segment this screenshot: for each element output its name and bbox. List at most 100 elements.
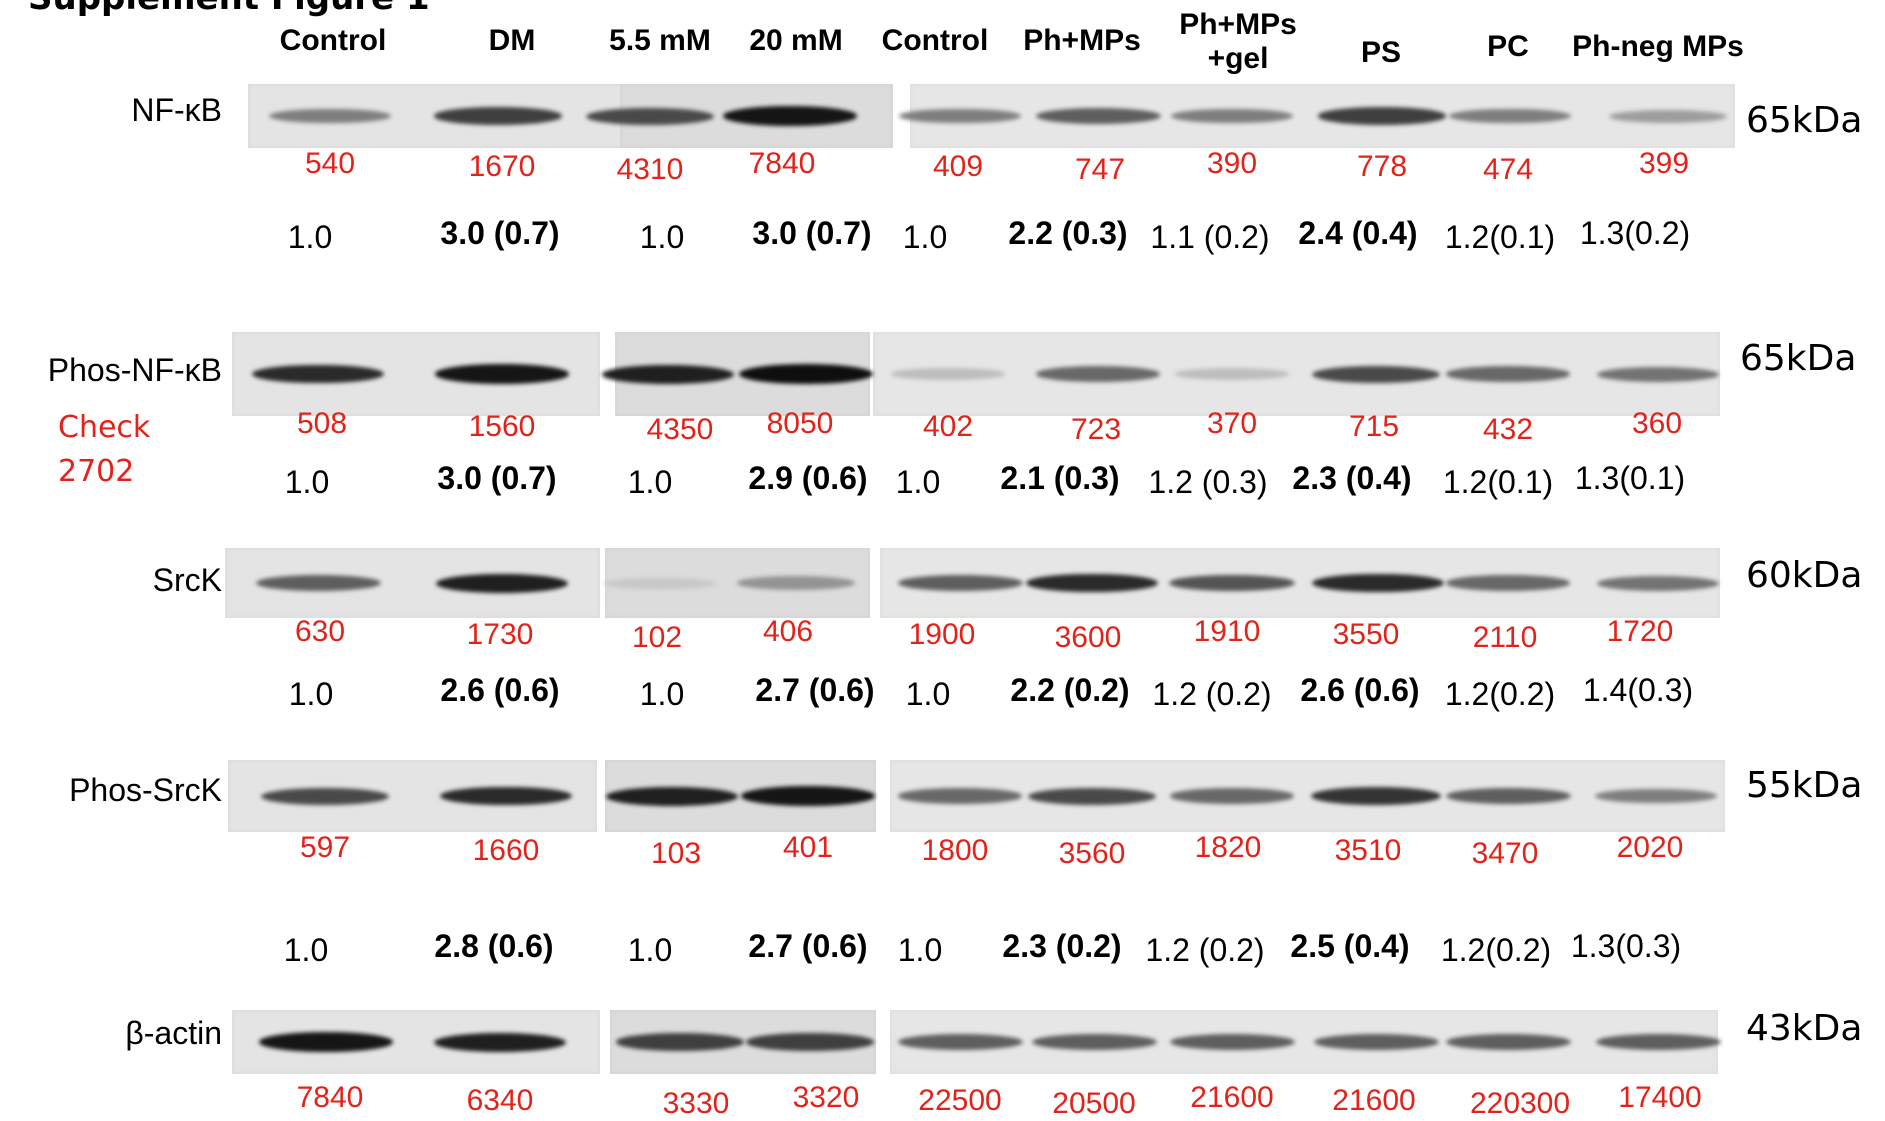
densitometry-value: 390 [1206,147,1258,180]
fold-change-value: 1.0 [639,676,685,712]
fold-change-value: 2.8 (0.6) [434,928,554,964]
densitometry-value: 597 [299,831,351,864]
column-header: Ph-neg MPs [1572,30,1744,63]
densitometry-value: 630 [294,615,346,648]
densitometry-value: 3330 [662,1087,730,1120]
densitometry-value: 20500 [1052,1087,1136,1120]
densitometry-value: 1730 [466,618,534,651]
densitometry-value: 540 [304,147,356,180]
fold-change-value: 1.0 [288,676,334,712]
fold-change-value: 1.0 [627,464,673,500]
protein-band [741,786,875,806]
fold-change-value: 1.0 [905,676,951,712]
fold-change-value: 2.1 (0.3) [1000,460,1120,496]
densitometry-value: 3560 [1058,837,1126,870]
protein-band [605,786,739,806]
protein-band [1595,788,1717,804]
protein-band [1313,1034,1439,1050]
fold-change-value: 1.4(0.3) [1582,672,1694,708]
protein-band [1445,1034,1571,1050]
protein-band [603,577,717,589]
densitometry-value: 21600 [1332,1084,1416,1117]
fold-change-value: 1.2 (0.3) [1148,464,1268,500]
densitometry-value: 1660 [472,834,540,867]
protein-band [1170,788,1294,804]
protein-band [1312,573,1444,593]
densitometry-value: 1900 [908,618,976,651]
densitometry-value: 22500 [918,1084,1002,1117]
protein-band [586,107,714,125]
column-header: Control [881,24,989,57]
fold-change-value: 1.3(0.3) [1570,928,1682,964]
column-header: PS [1360,36,1402,69]
fold-change-value: 2.4 (0.4) [1298,215,1418,251]
column-header: 5.5 mM [609,24,711,57]
protein-band [736,576,856,590]
fold-change-value: 1.0 [639,219,685,255]
densitometry-value: 2020 [1616,831,1684,864]
fold-change-value: 1.3(0.2) [1579,215,1691,251]
fold-change-value: 2.6 (0.6) [440,672,560,708]
densitometry-value: 8050 [766,407,834,440]
densitometry-value: 3320 [792,1081,860,1114]
densitometry-value: 360 [1631,407,1683,440]
fold-change-value: 1.2(0.1) [1442,464,1554,500]
densitometry-value: 747 [1074,153,1126,186]
fold-change-value: 1.2(0.1) [1444,219,1556,255]
protein-band [435,573,569,593]
fold-change-value: 1.0 [287,219,333,255]
row-label: Phos-SrcK [69,772,222,808]
column-header: DM [488,24,536,57]
column-header: 20 mM [749,24,843,57]
protein-band [440,786,572,806]
protein-band [899,108,1021,124]
protein-band [1317,107,1447,125]
protein-band [1446,575,1570,591]
densitometry-value: 432 [1482,413,1534,446]
densitometry-value: 1720 [1606,615,1674,648]
densitometry-value: 4310 [616,153,684,186]
fold-change-value: 2.2 (0.2) [1010,672,1130,708]
densitometry-value: 1800 [921,834,989,867]
protein-band [1035,108,1161,124]
fold-change-value: 1.0 [284,464,330,500]
densitometry-value: 401 [782,831,834,864]
protein-band [433,107,563,125]
protein-band [745,1033,875,1051]
column-header: PC [1487,30,1529,63]
protein-band [1446,366,1570,382]
protein-band [891,368,1005,380]
fold-change-value: 2.5 (0.4) [1290,928,1410,964]
fold-change-value: 2.3 (0.2) [1002,928,1122,964]
fold-change-value: 3.0 (0.7) [437,460,557,496]
blot-panel [873,332,1720,416]
densitometry-value: 723 [1070,413,1122,446]
protein-band [1171,108,1293,124]
protein-band [1445,788,1571,804]
densitometry-value: 406 [762,615,814,648]
protein-band [252,364,384,384]
protein-band [1595,1034,1721,1050]
densitometry-value: 3510 [1334,834,1402,867]
row-label: Phos-NF-κB [47,352,222,388]
densitometry-value: 2110 [1472,621,1538,654]
figure-title: Supplement Figure 1 [28,0,430,18]
densitometry-value: 7840 [296,1081,364,1114]
protein-band [738,364,874,384]
protein-band [1028,787,1156,805]
densitometry-value: 1910 [1193,615,1261,648]
fold-change-value: 2.7 (0.6) [755,672,875,708]
protein-band [1036,366,1160,382]
row-label: NF-κB [131,92,222,128]
fold-change-value: 1.0 [283,932,329,968]
densitometry-value: 3550 [1332,618,1400,651]
densitometry-value: 3470 [1471,837,1539,870]
row-label: SrcK [152,562,222,598]
fold-change-value: 1.0 [897,932,943,968]
protein-band [1169,1034,1295,1050]
protein-band [269,108,391,124]
protein-band [1596,366,1720,382]
fold-change-value: 1.2(0.2) [1444,676,1556,712]
protein-band [261,787,389,805]
densitometry-value: 370 [1206,407,1258,440]
